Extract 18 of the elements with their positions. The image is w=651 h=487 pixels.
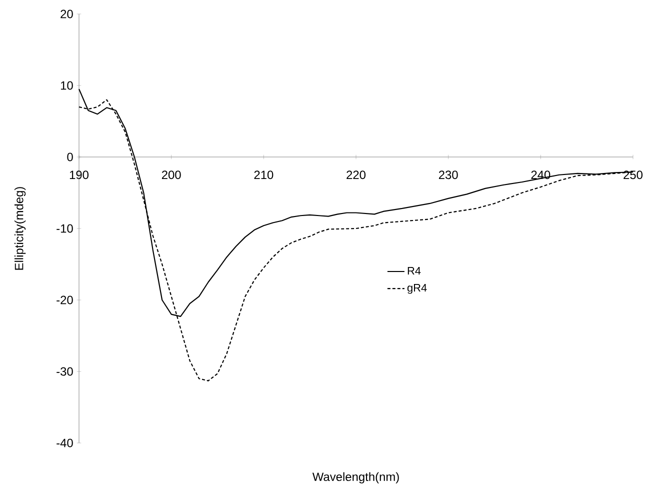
- y-tick-label: -30: [56, 367, 73, 376]
- x-tick-label: 190: [70, 170, 89, 180]
- y-axis-title: Ellipticity(mdeg): [14, 187, 26, 270]
- y-tick-label: 20: [60, 10, 73, 18]
- x-tick-label: 250: [624, 170, 643, 180]
- x-tick-label: 210: [254, 170, 274, 180]
- x-axis-title: Wavelength(nm): [312, 472, 399, 484]
- x-tick-label: 230: [438, 170, 458, 180]
- y-tick-label: -40: [56, 438, 73, 448]
- x-tick-label: 200: [162, 170, 181, 180]
- y-tick-label: 0: [67, 152, 73, 162]
- legend-label: R4: [408, 267, 421, 275]
- y-tick-label: -10: [56, 224, 73, 233]
- legend-label: gR4: [407, 284, 427, 294]
- y-tick-label: 10: [60, 81, 73, 90]
- x-tick-label: 220: [346, 170, 366, 180]
- y-tick-label: -20: [56, 296, 73, 304]
- x-tick-label: 240: [531, 170, 550, 180]
